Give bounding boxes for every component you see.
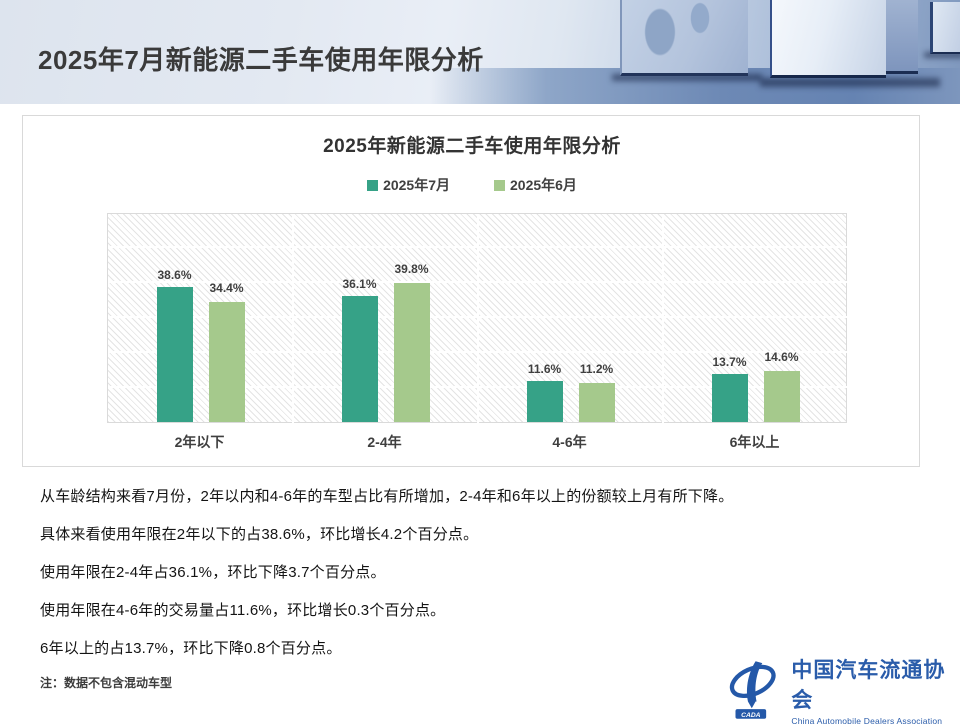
bar-data-label: 39.8% <box>394 261 429 276</box>
analysis-paragraph: 使用年限在4-6年的交易量占11.6%，环比增长0.3个百分点。 <box>40 602 446 619</box>
legend-item: 2025年6月 <box>494 175 577 195</box>
bar-2025年7月-4-6年 <box>526 381 563 422</box>
legend-swatch-icon <box>367 179 379 191</box>
plot-area: 38.6% 34.4% 36.1% 39.8% 11.6% 11.2% 13.7% 14.6% <box>107 213 848 424</box>
bar-2025年6月-4-6年 <box>578 382 615 422</box>
category-label: 6年以上 <box>729 434 780 450</box>
analysis-text: 从车龄结构来看7月份，2年以内和4-6年的车型占比有所增加，2-4年和6年以上的… <box>40 486 920 676</box>
chart-legend: 2025年7月 2025年6月 <box>23 175 921 195</box>
cada-logo-text: CADA <box>741 712 760 719</box>
header-cube-corner <box>930 2 960 54</box>
category-label: 2-4年 <box>367 434 402 450</box>
bar-data-label: 11.6% <box>527 362 562 377</box>
cube-face <box>770 0 886 78</box>
cube-shadow <box>612 74 762 81</box>
legend-label: 2025年7月 <box>383 177 450 193</box>
org-name-cn: 中国汽车流通协会 <box>791 658 946 712</box>
bar-data-label: 36.1% <box>342 276 377 291</box>
bar-2025年7月-2年以下 <box>156 286 193 422</box>
legend-item: 2025年7月 <box>367 175 450 195</box>
cube-face <box>886 0 918 74</box>
bar-2025年6月-2年以下 <box>208 301 245 422</box>
bar-data-label: 38.6% <box>157 267 192 282</box>
header-cubes-photo <box>430 0 960 104</box>
column-separator <box>292 214 294 424</box>
bar-2025年6月-6年以上 <box>763 370 800 422</box>
cada-logo-icon: CADA <box>729 661 776 719</box>
cube-shadow <box>924 52 960 58</box>
category-label: 4-6年 <box>552 434 587 450</box>
bar-2025年7月-2-4年 <box>341 295 378 422</box>
bar-2025年6月-2-4年 <box>393 282 430 422</box>
column-separator <box>662 214 664 424</box>
bar-2025年7月-6年以上 <box>711 374 748 422</box>
category-axis: 2年以下 2-4年 4-6年 6年以上 <box>107 432 847 452</box>
chart-title: 2025年新能源二手车使用年限分析 <box>323 136 621 157</box>
category-label: 2年以下 <box>174 434 225 450</box>
analysis-paragraph: 使用年限在2-4年占36.1%，环比下降3.7个百分点。 <box>40 564 386 581</box>
org-name-en: China Automobile Dealers Association <box>791 716 943 726</box>
page-title: 2025年7月新能源二手车使用年限分析 <box>38 45 484 75</box>
bar-data-label: 34.4% <box>209 280 244 295</box>
cube-shadow <box>760 78 940 87</box>
column-separator <box>477 214 479 424</box>
legend-swatch-icon <box>494 179 505 191</box>
bar-data-label: 14.6% <box>764 349 799 364</box>
organization-logo: CADA 中国汽车流通协会 China Automobile Dealers A… <box>724 654 960 726</box>
chart-card: 2025年新能源二手车使用年限分析 2025年7月 2025年6月 38.6% 34… <box>22 115 920 467</box>
header-cube-map <box>620 0 748 76</box>
analysis-paragraph: 具体来看使用年限在2年以下的占38.6%，环比增长4.2个百分点。 <box>40 526 479 543</box>
header-cube-large <box>770 0 920 78</box>
footnote: 注：数据不包含混动车型 <box>40 676 173 690</box>
analysis-paragraph: 从车龄结构来看7月份，2年以内和4-6年的车型占比有所增加，2-4年和6年以上的… <box>40 488 734 505</box>
analysis-paragraph: 6年以上的占13.7%，环比下降0.8个百分点。 <box>40 640 342 657</box>
bar-data-label: 11.2% <box>579 361 614 376</box>
legend-label: 2025年6月 <box>510 177 577 193</box>
header-band: 2025年7月新能源二手车使用年限分析 <box>0 0 960 104</box>
bar-data-label: 13.7% <box>712 355 747 370</box>
